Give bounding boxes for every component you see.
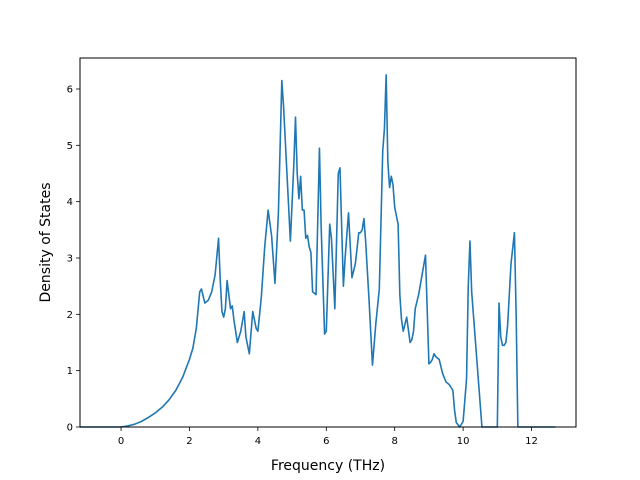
plot-frame	[79, 57, 577, 428]
y-axis: 0 1 2 3 4 5 6	[67, 84, 80, 434]
y-axis-label: Density of States	[38, 183, 54, 303]
series-line-0	[80, 74, 556, 428]
plot-area	[80, 74, 556, 428]
x-axis-label: Frequency (THz)	[271, 458, 385, 474]
x-tick-label: 8	[392, 436, 398, 447]
y-tick-label: 1	[67, 366, 73, 377]
x-tick-label: 12	[525, 436, 538, 447]
y-tick-label: 0	[67, 423, 73, 434]
y-tick-label: 5	[67, 141, 73, 152]
x-tick-label: 4	[255, 436, 261, 447]
x-axis: 0 2 4 6 8 10 12	[118, 427, 538, 447]
y-tick-label: 6	[67, 84, 73, 95]
x-tick-label: 0	[118, 436, 124, 447]
x-tick-label: 10	[457, 436, 470, 447]
y-tick-label: 2	[67, 310, 73, 321]
x-tick-label: 2	[186, 436, 192, 447]
x-tick-label: 6	[323, 436, 329, 447]
y-tick-label: 4	[67, 197, 73, 208]
y-tick-label: 3	[67, 253, 73, 264]
